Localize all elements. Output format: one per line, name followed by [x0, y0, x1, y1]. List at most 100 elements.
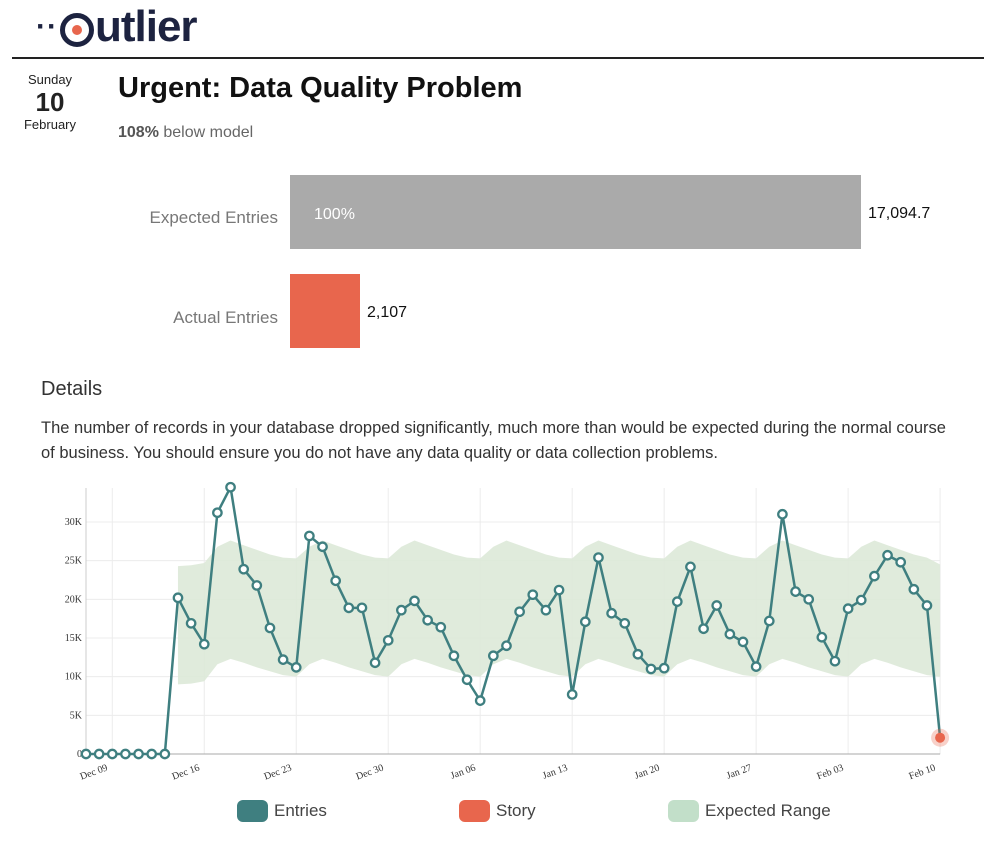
- entries-point: [225, 481, 236, 493]
- story-subtitle: 108% below model: [118, 124, 253, 142]
- expected-entries-label: Expected Entries: [149, 208, 278, 227]
- entries-point: [290, 662, 302, 673]
- entries-point: [212, 507, 223, 519]
- entries-point: [882, 549, 893, 561]
- x-tick-label: Dec 23: [263, 762, 294, 782]
- entries-point: [93, 748, 105, 760]
- entries-point: [750, 661, 762, 672]
- entries-point: [685, 561, 696, 573]
- entries-point: [343, 602, 355, 614]
- entries-point: [803, 593, 815, 605]
- entries-point: [895, 556, 907, 568]
- y-tick-label: 15K: [65, 633, 83, 644]
- legend-swatch-entries: [237, 800, 268, 822]
- entries-point: [159, 748, 171, 760]
- entries-point: [579, 616, 591, 628]
- entries-point: [593, 552, 604, 563]
- x-tick-label: Dec 09: [79, 762, 110, 782]
- entries-point: [198, 638, 210, 650]
- logo-text: utlier: [94, 2, 198, 51]
- entries-point: [790, 586, 801, 597]
- entries-point: [632, 648, 644, 660]
- legend-swatch-range: [668, 800, 699, 822]
- entries-point: [619, 617, 631, 629]
- entries-point: [658, 662, 670, 674]
- entries-point: [435, 621, 447, 633]
- entries-point: [461, 674, 473, 686]
- entries-point: [553, 584, 565, 596]
- story-title: Urgent: Data Quality Problem: [118, 72, 523, 104]
- legend-label: Story: [496, 801, 536, 820]
- y-tick-label: 10K: [65, 672, 83, 683]
- entries-point: [369, 657, 381, 669]
- x-tick-label: Feb 03: [816, 762, 846, 782]
- entries-point: [816, 631, 828, 643]
- details-heading: Details: [41, 378, 103, 400]
- entries-point: [724, 628, 736, 640]
- entries-point: [540, 604, 552, 616]
- y-tick-label: 30K: [65, 517, 83, 528]
- legend-entries[interactable]: Entries: [237, 800, 327, 822]
- logo-dots-icon: ··: [36, 10, 58, 43]
- legend-expected-range[interactable]: Expected Range: [668, 800, 831, 822]
- deviation-suffix: below model: [158, 124, 254, 141]
- entries-point: [566, 689, 578, 700]
- entries-chart: 0 5K 10K 15K 20K 25K 30K Dec 09 Dec 16 Dec 23 Dec …: [65, 481, 950, 783]
- entries-point: [855, 594, 867, 606]
- entries-point: [382, 634, 394, 646]
- date-month: February: [23, 117, 77, 132]
- entries-point: [711, 600, 723, 611]
- story-point: [935, 732, 946, 743]
- date-block: Sunday 10 February: [14, 72, 86, 132]
- entries-point: [527, 589, 539, 601]
- entries-point: [409, 595, 420, 607]
- header-divider: [12, 57, 984, 59]
- actual-entries-bar: [290, 274, 360, 348]
- entries-point: [698, 623, 709, 635]
- y-tick-label: 0: [77, 749, 82, 760]
- entries-point: [842, 603, 854, 614]
- entries-point: [146, 748, 158, 760]
- actual-entries-value: 2,107: [367, 304, 408, 321]
- legend-label: Expected Range: [705, 801, 831, 820]
- legend-label: Entries: [274, 801, 327, 820]
- entries-point: [185, 617, 197, 629]
- entries-point: [238, 563, 250, 575]
- entries-point: [921, 600, 933, 611]
- legend-story[interactable]: Story: [459, 800, 536, 822]
- entries-point: [474, 695, 486, 706]
- expected-range-band: [177, 540, 941, 685]
- entries-point: [172, 592, 184, 604]
- entries-point: [514, 606, 525, 618]
- entries-point: [317, 541, 328, 553]
- y-tick-label: 5K: [70, 710, 83, 721]
- entries-point: [277, 654, 289, 666]
- deviation-percent: 108%: [118, 124, 159, 141]
- expected-entries-bar: 100%: [290, 175, 861, 249]
- entries-point: [120, 748, 131, 760]
- entries-point: [330, 575, 342, 587]
- entries-point: [777, 508, 788, 520]
- y-tick-label: 20K: [65, 594, 83, 605]
- entries-point: [737, 636, 749, 648]
- entries-point: [671, 596, 683, 608]
- actual-entries-label: Actual Entries: [173, 308, 278, 327]
- entries-point: [80, 748, 92, 760]
- legend-swatch-story: [459, 800, 490, 822]
- expected-bar-percent: 100%: [314, 206, 355, 223]
- entries-point: [645, 663, 657, 675]
- x-tick-label: Dec 30: [355, 762, 386, 782]
- entries-point: [448, 650, 460, 662]
- entries-point: [829, 655, 841, 667]
- x-tick-label: Jan 27: [725, 762, 753, 781]
- entries-point: [487, 650, 499, 662]
- entries-point: [356, 602, 368, 614]
- entries-point: [264, 622, 276, 634]
- x-tick-label: Jan 20: [633, 762, 661, 781]
- x-tick-label: Feb 10: [908, 762, 938, 782]
- entries-point: [251, 580, 263, 591]
- date-day: 10: [35, 87, 65, 117]
- x-tick-label: Jan 13: [541, 762, 569, 781]
- entries-point: [763, 615, 775, 627]
